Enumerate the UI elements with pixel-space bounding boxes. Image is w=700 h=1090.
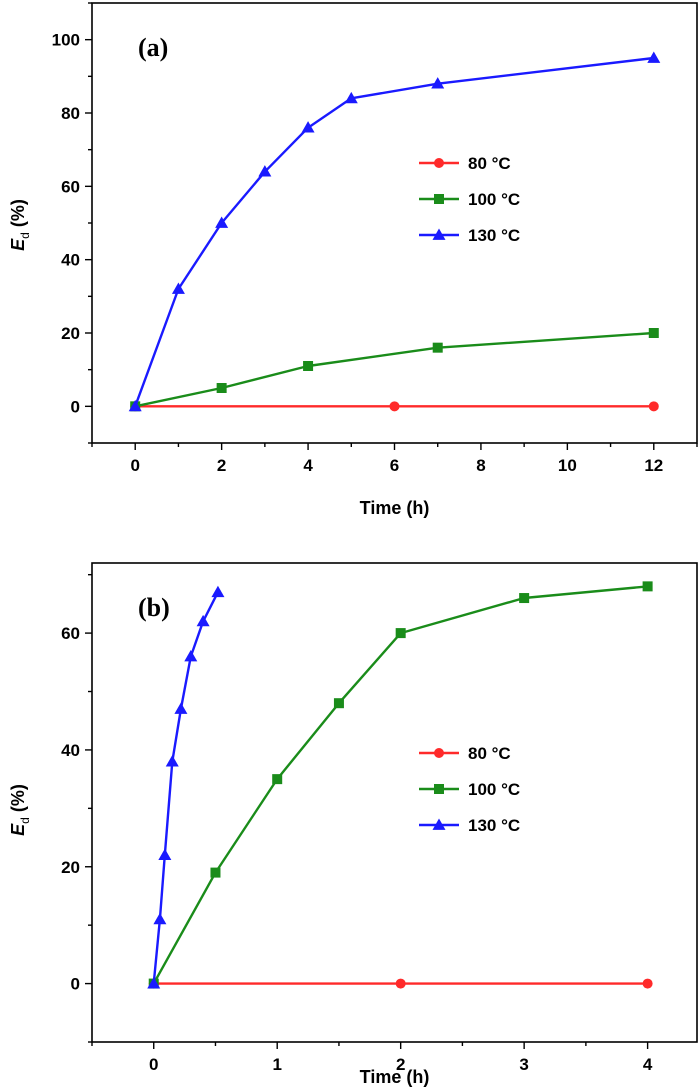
x-tick-label: 6 bbox=[390, 456, 399, 475]
y-axis-title-unit: (%) bbox=[8, 199, 28, 232]
series-square-1 bbox=[148, 581, 653, 989]
panel-label: (b) bbox=[138, 593, 170, 622]
x-tick-label: 2 bbox=[396, 1055, 405, 1074]
data-point bbox=[184, 649, 198, 662]
data-point bbox=[389, 401, 400, 412]
legend-label: 80 °C bbox=[468, 744, 511, 763]
legend-label: 100 °C bbox=[468, 780, 520, 799]
y-tick-label: 20 bbox=[61, 858, 80, 877]
data-point bbox=[258, 165, 272, 177]
panel-label: (a) bbox=[138, 33, 168, 62]
data-point bbox=[215, 216, 229, 228]
data-point bbox=[647, 51, 661, 63]
data-point bbox=[153, 912, 167, 925]
legend-label: 130 °C bbox=[468, 226, 520, 245]
data-point bbox=[431, 77, 445, 89]
data-point bbox=[642, 978, 653, 989]
legend-marker bbox=[434, 158, 444, 168]
data-point bbox=[210, 867, 221, 878]
data-point bbox=[344, 91, 358, 104]
data-point bbox=[648, 401, 659, 412]
data-point bbox=[333, 698, 344, 709]
y-axis-title-unit: (%) bbox=[8, 784, 28, 817]
data-point bbox=[395, 978, 406, 989]
y-axis-title-subscript: d bbox=[18, 817, 32, 824]
x-tick-label: 1 bbox=[272, 1055, 281, 1074]
data-point bbox=[432, 342, 443, 353]
series-line bbox=[152, 591, 219, 984]
data-point bbox=[272, 774, 283, 785]
series-square-1 bbox=[130, 328, 659, 412]
legend-label: 80 °C bbox=[468, 154, 511, 173]
data-point bbox=[174, 702, 188, 714]
x-tick-label: 0 bbox=[130, 456, 139, 475]
x-tick-label: 8 bbox=[476, 456, 485, 475]
series-triangle-2 bbox=[128, 51, 661, 412]
x-tick-label: 10 bbox=[558, 456, 577, 475]
y-axis-title-subscript: d bbox=[18, 232, 32, 239]
x-tick-label: 4 bbox=[303, 456, 313, 475]
data-point bbox=[158, 848, 172, 860]
data-point bbox=[642, 581, 653, 592]
data-point bbox=[211, 585, 225, 598]
chart-panel-a: 0 2 4 6 8 10 12 0 20 40 60 80 100 Time (h) Ed (%) (a) 80… bbox=[8, 2, 698, 518]
plot-frame bbox=[91, 562, 698, 1043]
data-point bbox=[216, 383, 227, 393]
x-axis-title: Time (h) bbox=[360, 498, 430, 518]
y-axis-title: Ed (%) bbox=[8, 199, 32, 251]
y-axis-title: Ed (%) bbox=[8, 784, 32, 836]
data-point bbox=[519, 593, 530, 604]
x-tick-label: 2 bbox=[217, 456, 226, 475]
y-tick-label: 0 bbox=[71, 397, 80, 416]
legend: 80 °C 100 °C 130 °C bbox=[419, 744, 520, 835]
series-line bbox=[134, 56, 654, 407]
data-point bbox=[648, 328, 659, 338]
y-tick-label: 80 bbox=[61, 104, 80, 123]
series-circle-0 bbox=[148, 978, 653, 989]
y-tick-label: 40 bbox=[61, 251, 80, 270]
legend-marker bbox=[434, 194, 444, 204]
data-point bbox=[301, 121, 315, 133]
data-point bbox=[395, 628, 406, 639]
y-tick-label: 0 bbox=[71, 975, 80, 994]
data-point bbox=[147, 977, 161, 989]
x-tick-label: 0 bbox=[149, 1055, 158, 1074]
legend: 80 °C 100 °C 130 °C bbox=[419, 154, 520, 245]
data-point bbox=[171, 282, 185, 294]
legend-marker bbox=[434, 748, 444, 758]
data-point bbox=[165, 755, 179, 767]
y-axis-title-variable: E bbox=[8, 238, 28, 251]
y-axis-title-variable: E bbox=[8, 823, 28, 836]
legend-marker bbox=[432, 228, 446, 240]
legend-label: 130 °C bbox=[468, 816, 520, 835]
y-tick-label: 40 bbox=[61, 741, 80, 760]
y-tick-label: 100 bbox=[52, 31, 80, 50]
x-axis-title: Time (h) bbox=[360, 1067, 430, 1087]
series-circle-0 bbox=[130, 401, 659, 412]
legend-marker bbox=[432, 818, 446, 830]
legend-marker bbox=[434, 784, 444, 794]
legend-label: 100 °C bbox=[468, 190, 520, 209]
series-line bbox=[134, 331, 654, 408]
x-tick-label: 3 bbox=[519, 1055, 528, 1074]
y-tick-label: 20 bbox=[61, 324, 80, 343]
data-point bbox=[303, 361, 314, 371]
y-tick-label: 60 bbox=[61, 624, 80, 643]
y-tick-label: 60 bbox=[61, 177, 80, 196]
x-tick-label: 4 bbox=[643, 1055, 653, 1074]
data-point bbox=[128, 399, 142, 412]
plot-frame bbox=[91, 2, 698, 444]
series-triangle-2 bbox=[147, 585, 225, 989]
data-point bbox=[196, 614, 210, 627]
series-line bbox=[152, 585, 648, 985]
x-tick-label: 12 bbox=[644, 456, 663, 475]
